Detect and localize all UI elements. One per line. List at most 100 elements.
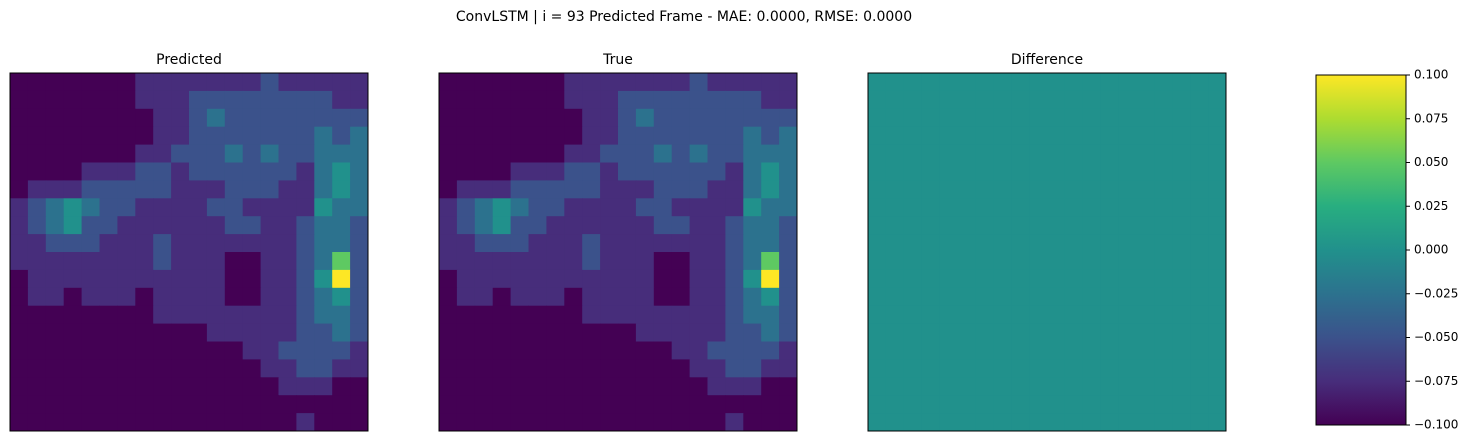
heatmap-cell [903, 126, 923, 146]
heatmap-cell [153, 305, 172, 325]
heatmap-cell [439, 377, 458, 396]
heatmap-cell [582, 90, 601, 110]
heatmap-cell [350, 305, 369, 325]
heatmap-cell [189, 377, 208, 396]
heatmap-cell [707, 377, 726, 396]
colorbar-tick-label: 0.050 [1414, 155, 1448, 169]
heatmap-cell [653, 144, 673, 163]
heatmap-cell [474, 341, 494, 360]
heatmap-cell [903, 162, 923, 181]
heatmap-cell [1190, 108, 1209, 128]
heatmap-cell [725, 90, 744, 110]
heatmap-cell [921, 126, 941, 146]
heatmap-cell [260, 144, 279, 163]
heatmap-cell [975, 198, 994, 217]
heatmap-cell [707, 162, 726, 181]
heatmap-cell [564, 90, 583, 110]
heatmap-cell [474, 198, 494, 217]
heatmap-cell [689, 90, 708, 110]
heatmap-cell [779, 287, 798, 307]
heatmap-cell [1082, 395, 1102, 414]
heatmap-cell [1047, 413, 1066, 432]
heatmap-cell [10, 323, 29, 342]
heatmap-cell [618, 269, 637, 289]
heatmap-cell [332, 341, 351, 360]
heatmap-cell [939, 180, 958, 199]
heatmap-cell [725, 162, 744, 181]
heatmap-cell [27, 341, 47, 360]
heatmap-cell [81, 90, 100, 110]
heatmap-cell [1029, 269, 1048, 289]
heatmap-cell [510, 144, 529, 163]
heatmap-cell [278, 323, 297, 342]
heatmap-cell [671, 90, 691, 110]
heatmap-cell [350, 144, 369, 163]
heatmap-cell [582, 234, 601, 253]
heatmap-cell [99, 234, 118, 253]
heatmap-cell [278, 216, 297, 235]
heatmap-cell [618, 341, 637, 360]
figure-title: ConvLSTM | i = 93 Predicted Frame - MAE:… [456, 9, 912, 25]
heatmap-cell [993, 73, 1012, 92]
heatmap-cell [439, 305, 458, 325]
heatmap-cell [761, 341, 780, 360]
heatmap-cell [957, 413, 976, 432]
heatmap-cell [242, 359, 262, 378]
heatmap-cell [939, 305, 958, 325]
heatmap-cell [761, 90, 780, 110]
heatmap-cell [957, 377, 976, 396]
heatmap-cell [63, 162, 83, 181]
heatmap-cell [439, 198, 458, 217]
heatmap-cell [600, 377, 619, 396]
heatmap-cell [27, 305, 47, 325]
heatmap-cell [1154, 413, 1173, 432]
heatmap-cell [671, 323, 691, 342]
heatmap-cell [492, 90, 512, 110]
heatmap-cell [671, 269, 691, 289]
heatmap-cell [868, 144, 887, 163]
heatmap-cell [689, 323, 708, 342]
heatmap-cell [456, 341, 476, 360]
heatmap-cell [456, 269, 476, 289]
heatmap-cell [743, 234, 762, 253]
heatmap-cell [939, 413, 958, 432]
heatmap-cell [725, 269, 744, 289]
heatmap-cell [635, 162, 655, 181]
colorbar [1315, 74, 1407, 426]
heatmap-cell [474, 305, 494, 325]
heatmap-cell [474, 323, 494, 342]
heatmap-cell [27, 377, 47, 396]
heatmap-cell [350, 198, 369, 217]
heatmap-cell [546, 90, 565, 110]
heatmap-cell [939, 377, 958, 396]
heatmap-cell [1082, 252, 1102, 271]
heatmap-cell [314, 287, 333, 307]
heatmap-cell [725, 323, 744, 342]
heatmap-cell [618, 144, 637, 163]
heatmap-cell [1208, 162, 1227, 181]
heatmap-cell [939, 234, 958, 253]
heatmap-cell [242, 377, 262, 396]
heatmap-cell [439, 341, 458, 360]
heatmap-cell [27, 126, 47, 146]
heatmap-cell [314, 269, 333, 289]
heatmap-cell [868, 198, 887, 217]
heatmap-cell [153, 287, 172, 307]
heatmap-cell [921, 73, 941, 92]
heatmap-cell [885, 108, 905, 128]
heatmap-cell [653, 359, 673, 378]
heatmap-cell [635, 413, 655, 432]
heatmap-cell [921, 180, 941, 199]
heatmap-cell [439, 144, 458, 163]
heatmap-cell [1118, 359, 1137, 378]
heatmap-cell [45, 323, 65, 342]
heatmap-cell [1029, 377, 1048, 396]
heatmap-cell [350, 90, 369, 110]
heatmap-cell [1190, 198, 1209, 217]
heatmap-cell [278, 252, 297, 271]
heatmap-cell [671, 144, 691, 163]
heatmap-cell [206, 108, 226, 128]
heatmap-cell [242, 234, 262, 253]
heatmap-cell [1172, 108, 1191, 128]
heatmap-cell [10, 252, 29, 271]
